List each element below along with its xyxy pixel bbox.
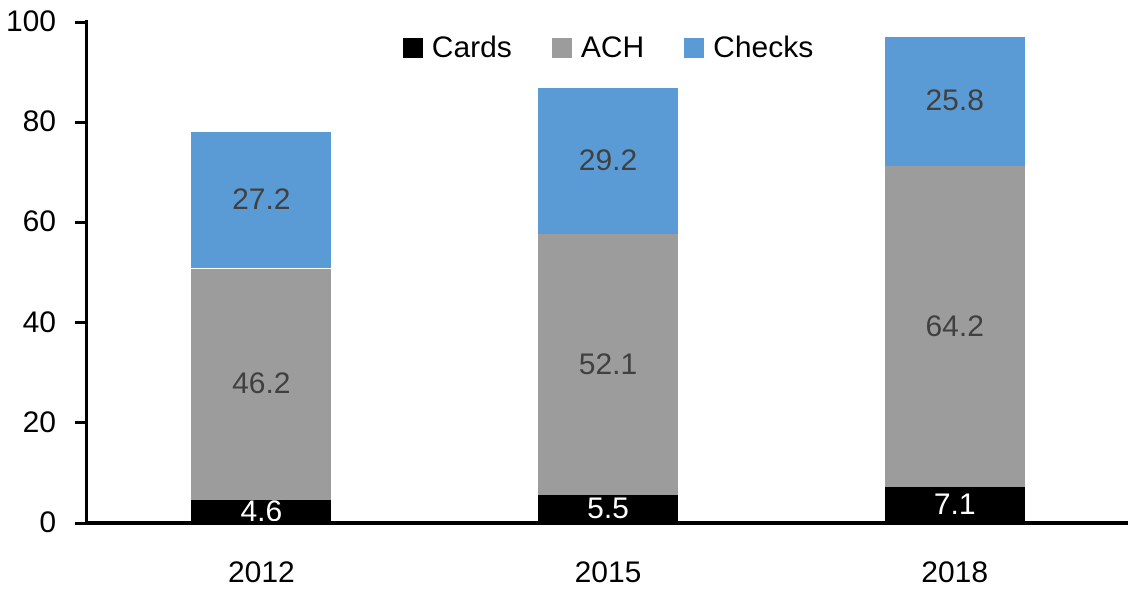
y-axis-tick-label: 100: [5, 5, 56, 38]
bar-segment-checks-2015: 29.2: [538, 88, 678, 235]
data-label-cards-2018: 7.1: [933, 488, 976, 522]
y-axis-tick-mark: [75, 220, 85, 224]
y-axis-tick-mark: [75, 120, 85, 124]
legend-item-ach: ACH: [551, 31, 645, 64]
legend-label-ach: ACH: [580, 31, 645, 64]
legend-swatch-ach-icon: [551, 38, 572, 58]
legend-label-cards: Cards: [431, 31, 512, 64]
data-label-ach-2015: 52.1: [578, 347, 638, 381]
legend-item-cards: Cards: [402, 31, 512, 64]
data-label-ach-2012: 46.2: [232, 367, 291, 401]
x-axis-label-2012: 2012: [227, 556, 295, 589]
y-axis-tick-mark: [75, 521, 85, 525]
x-axis-label-2018: 2018: [921, 556, 989, 589]
y-axis-tick-label: 80: [22, 105, 56, 139]
bar-segment-checks-2012: 27.2: [191, 132, 332, 269]
bar-segment-ach-2018: 64.2: [884, 165, 1025, 488]
x-axis-line: [85, 521, 1128, 525]
y-axis-tick-label: 0: [39, 506, 56, 539]
y-axis-line: [85, 20, 88, 525]
data-label-checks-2018: 25.8: [925, 84, 984, 118]
y-axis-tick-label: 40: [22, 305, 56, 339]
bar-segment-cards-2018: 7.1: [884, 487, 1025, 523]
bar-segment-cards-2015: 5.5: [538, 492, 678, 526]
y-axis-tick-mark: [75, 20, 85, 24]
bar-segment-cards-2012: 4.6: [191, 496, 332, 526]
data-label-ach-2018: 64.2: [925, 309, 984, 343]
data-label-cards-2015: 5.5: [587, 492, 629, 526]
bar-segment-checks-2018: 25.8: [884, 36, 1025, 166]
data-label-checks-2015: 29.2: [578, 144, 638, 178]
y-axis-tick-mark: [75, 321, 85, 325]
legend: Cards ACH Checks: [88, 33, 1128, 63]
y-axis-tick-label: 60: [22, 205, 56, 239]
data-label-checks-2012: 27.2: [232, 183, 291, 217]
x-axis-label-2015: 2015: [574, 556, 642, 589]
legend-swatch-checks-icon: [684, 38, 705, 58]
legend-label-checks: Checks: [713, 31, 814, 64]
y-axis-tick-mark: [75, 421, 85, 425]
legend-swatch-cards-icon: [402, 38, 423, 58]
bar-segment-ach-2015: 52.1: [538, 234, 678, 496]
y-axis-tick-label: 20: [22, 405, 56, 439]
legend-item-checks: Checks: [684, 33, 813, 63]
bar-segment-ach-2012: 46.2: [191, 268, 332, 500]
